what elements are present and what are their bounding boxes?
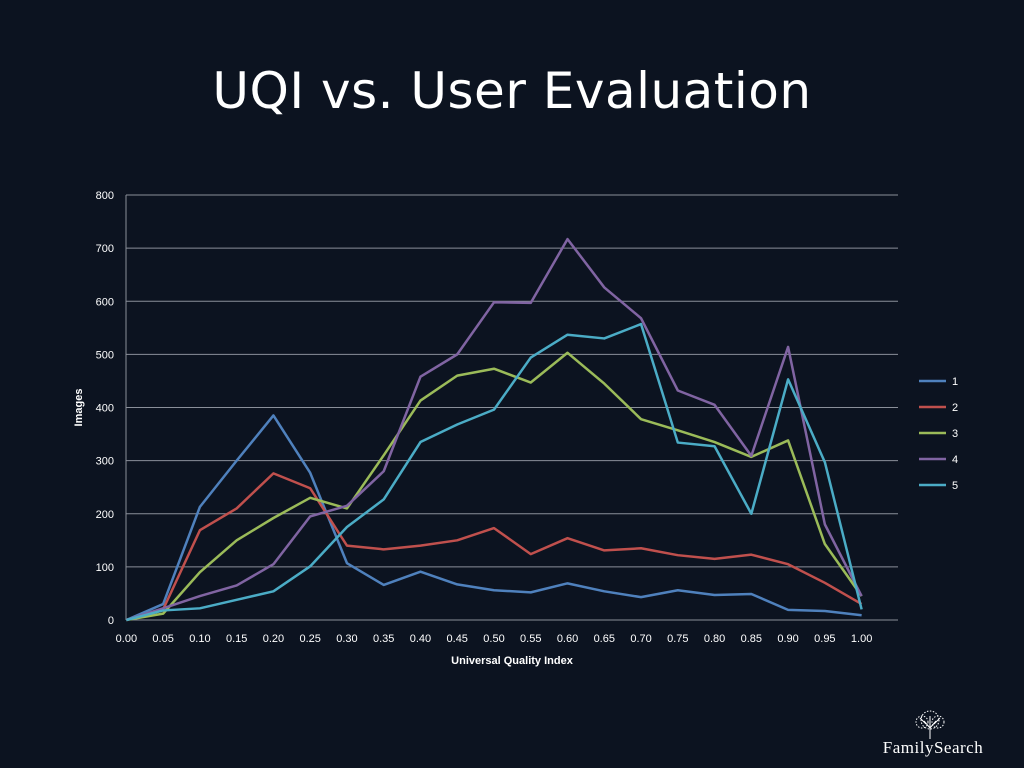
y-tick-label: 400: [96, 403, 114, 415]
y-axis-title: Images: [73, 389, 85, 427]
legend-label-4: 4: [952, 454, 958, 466]
legend-label-5: 5: [952, 480, 958, 492]
y-tick-label: 500: [96, 349, 114, 361]
tree-icon: [915, 710, 945, 739]
gridlines: [125, 194, 898, 621]
x-tick-label: 0.75: [667, 633, 688, 645]
x-tick-label: 0.65: [594, 633, 615, 645]
x-tick-label: 0.80: [704, 633, 725, 645]
x-tick-label: 0.60: [557, 633, 578, 645]
x-tick-label: 0.50: [483, 633, 504, 645]
series-line-5: [126, 322, 863, 622]
x-tick-label: 0.40: [410, 633, 431, 645]
x-tick-label: 0.30: [336, 633, 357, 645]
legend-label-1: 1: [952, 376, 958, 388]
logo-text: FamilySearch: [882, 738, 984, 757]
x-tick-label: 0.95: [814, 633, 835, 645]
x-tick-label: 0.25: [299, 633, 320, 645]
x-tick-label: 0.20: [263, 633, 284, 645]
x-tick-label: 0.70: [630, 633, 651, 645]
x-tick-label: 0.05: [152, 633, 173, 645]
series-line-3: [126, 351, 863, 622]
y-tick-label: 700: [96, 243, 114, 255]
y-axis-tick-labels: 0 100 200 300 400 500 600 700 800: [96, 190, 114, 627]
x-tick-label: 0.90: [777, 633, 798, 645]
series-lines: [125, 237, 863, 622]
slide-title: UQI vs. User Evaluation: [212, 62, 812, 120]
x-axis-title: Universal Quality Index: [451, 655, 574, 667]
series-line-2: [126, 472, 863, 622]
familysearch-logo: FamilySearch: [860, 710, 1000, 758]
legend-label-3: 3: [952, 428, 958, 440]
y-tick-label: 300: [96, 456, 114, 468]
series-line-4: [126, 237, 863, 622]
x-tick-label: 0.45: [447, 633, 468, 645]
y-tick-label: 100: [96, 562, 114, 574]
legend-label-2: 2: [952, 402, 958, 414]
x-tick-label: 0.15: [226, 633, 247, 645]
x-tick-label: 0.55: [520, 633, 541, 645]
x-tick-label: 0.85: [741, 633, 762, 645]
y-tick-label: 200: [96, 509, 114, 521]
x-tick-label: 0.10: [189, 633, 210, 645]
x-tick-label: 0.35: [373, 633, 394, 645]
y-tick-label: 600: [96, 296, 114, 308]
x-axis-tick-labels: 0.00 0.05 0.10 0.15 0.20 0.25 0.30 0.35 0.40 0.45…: [116, 633, 873, 645]
legend: 1 2 3 4 5: [919, 376, 958, 492]
y-tick-label: 800: [96, 190, 114, 202]
x-tick-label: 1.00: [851, 633, 872, 645]
series-line-1: [125, 414, 862, 622]
y-tick-label: 0: [108, 615, 114, 627]
x-tick-label: 0.00: [116, 633, 137, 645]
